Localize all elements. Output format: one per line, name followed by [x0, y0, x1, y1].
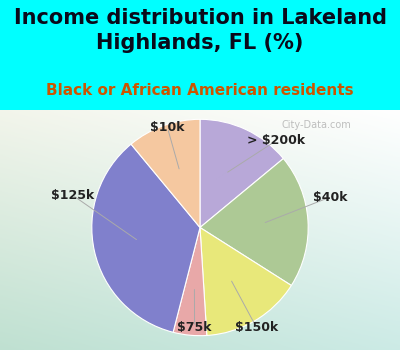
- Wedge shape: [200, 119, 283, 228]
- Text: $125k: $125k: [51, 189, 94, 202]
- Text: Black or African American residents: Black or African American residents: [46, 83, 354, 98]
- Text: City-Data.com: City-Data.com: [281, 120, 351, 131]
- Text: $40k: $40k: [312, 191, 347, 204]
- Wedge shape: [131, 119, 200, 228]
- Wedge shape: [200, 159, 308, 286]
- Wedge shape: [173, 228, 207, 336]
- Text: $150k: $150k: [235, 321, 278, 334]
- Wedge shape: [92, 144, 200, 332]
- Text: > $200k: > $200k: [247, 134, 305, 147]
- Text: Income distribution in Lakeland
Highlands, FL (%): Income distribution in Lakeland Highland…: [14, 8, 386, 53]
- Wedge shape: [200, 228, 291, 335]
- Text: $10k: $10k: [150, 121, 185, 134]
- Text: $75k: $75k: [177, 321, 212, 334]
